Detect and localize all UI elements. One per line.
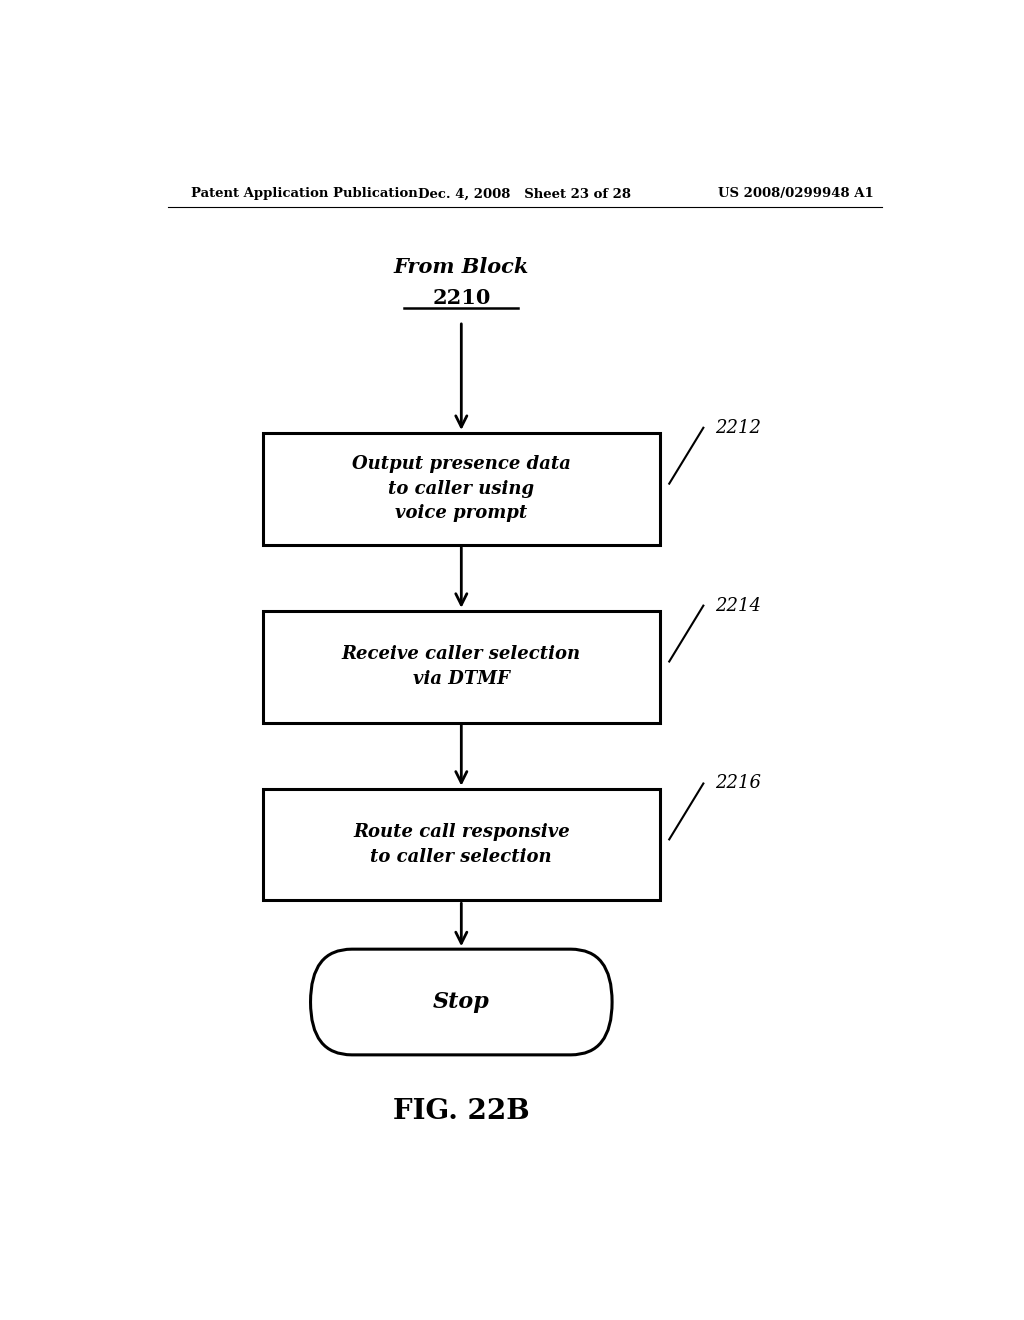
Text: US 2008/0299948 A1: US 2008/0299948 A1	[718, 187, 873, 201]
Text: 2216: 2216	[716, 775, 761, 792]
Text: 2210: 2210	[432, 288, 490, 308]
Text: FIG. 22B: FIG. 22B	[393, 1098, 529, 1125]
FancyBboxPatch shape	[263, 611, 659, 722]
Text: 2214: 2214	[716, 597, 761, 615]
Text: 2212: 2212	[716, 418, 761, 437]
FancyBboxPatch shape	[310, 949, 612, 1055]
FancyBboxPatch shape	[263, 433, 659, 545]
Text: Output presence data
to caller using
voice prompt: Output presence data to caller using voi…	[352, 455, 570, 521]
Text: Stop: Stop	[433, 991, 489, 1012]
FancyBboxPatch shape	[263, 788, 659, 900]
Text: Route call responsive
to caller selection: Route call responsive to caller selectio…	[353, 824, 569, 866]
Text: Patent Application Publication: Patent Application Publication	[191, 187, 418, 201]
Text: Dec. 4, 2008   Sheet 23 of 28: Dec. 4, 2008 Sheet 23 of 28	[418, 187, 632, 201]
Text: From Block: From Block	[393, 257, 529, 277]
Text: Receive caller selection
via DTMF: Receive caller selection via DTMF	[342, 645, 581, 688]
